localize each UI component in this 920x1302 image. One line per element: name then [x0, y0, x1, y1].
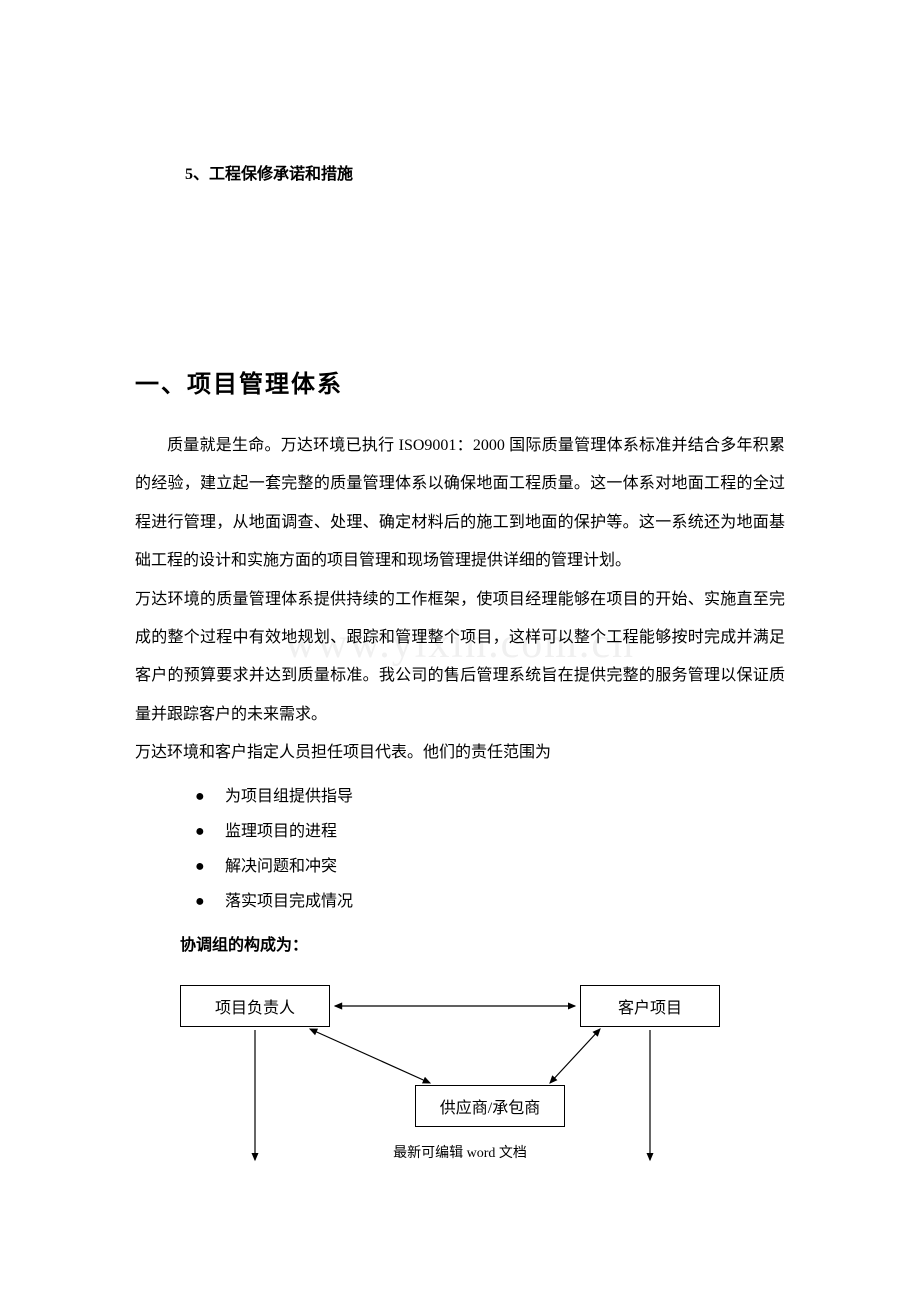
list-item-label: 落实项目完成情况 [225, 893, 353, 910]
page-content: 5、工程保修承诺和措施 一、项目管理体系 质量就是生命。万达环境已执行 ISO9… [0, 0, 920, 1165]
diagram-node-center: 供应商/承包商 [415, 1085, 565, 1127]
main-heading: 一、项目管理体系 [135, 364, 785, 399]
bullet-icon: ● [195, 849, 225, 884]
list-item-label: 监理项目的进程 [225, 823, 337, 840]
section-number-label: 5、工程保修承诺和措施 [185, 160, 785, 184]
diagram-node-right: 客户项目 [580, 985, 720, 1027]
paragraph-1: 质量就是生命。万达环境已执行 ISO9001：2000 国际质量管理体系标准并结… [135, 427, 785, 581]
bullet-icon: ● [195, 884, 225, 919]
list-item-label: 为项目组提供指导 [225, 788, 353, 805]
diagram-node-left: 项目负责人 [180, 985, 330, 1027]
subheading: 协调组的构成为： [180, 931, 785, 955]
list-item: ●解决问题和冲突 [195, 849, 785, 884]
paragraph-2: 万达环境的质量管理体系提供持续的工作框架，使项目经理能够在项目的开始、实施直至完… [135, 581, 785, 735]
responsibility-list: ●为项目组提供指导 ●监理项目的进程 ●解决问题和冲突 ●落实项目完成情况 [195, 779, 785, 920]
bullet-icon: ● [195, 814, 225, 849]
paragraph-3: 万达环境和客户指定人员担任项目代表。他们的责任范围为 [135, 734, 785, 772]
coordination-diagram: 项目负责人 客户项目 供应商/承包商 [180, 985, 830, 1165]
list-item-label: 解决问题和冲突 [225, 858, 337, 875]
list-item: ●落实项目完成情况 [195, 884, 785, 919]
bullet-icon: ● [195, 779, 225, 814]
list-item: ●为项目组提供指导 [195, 779, 785, 814]
list-item: ●监理项目的进程 [195, 814, 785, 849]
